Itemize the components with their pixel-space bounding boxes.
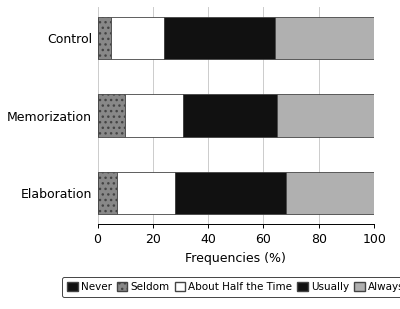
Bar	[277, 94, 374, 137]
Legend: Never, Seldom, About Half the Time, Usually, Always: Never, Seldom, About Half the Time, Usua…	[62, 277, 400, 298]
Bar	[274, 17, 374, 59]
X-axis label: Frequencies (%): Frequencies (%)	[185, 252, 286, 265]
Bar	[117, 171, 175, 214]
Bar	[164, 17, 274, 59]
Bar	[183, 94, 277, 137]
Bar	[286, 171, 374, 214]
Bar	[125, 94, 183, 137]
Bar	[111, 17, 164, 59]
Bar	[98, 171, 117, 214]
Bar	[98, 17, 111, 59]
Bar	[98, 94, 125, 137]
Bar	[175, 171, 286, 214]
